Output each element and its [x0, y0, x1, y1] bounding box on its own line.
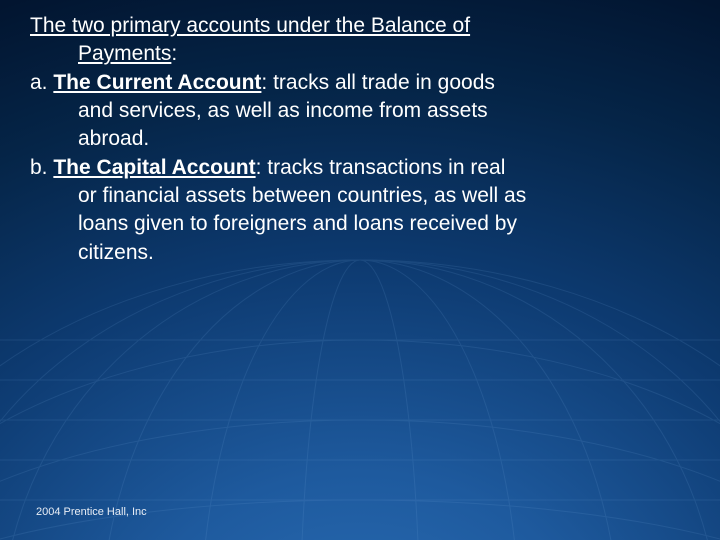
heading-line1: The two primary accounts under the Balan… — [30, 12, 690, 40]
item-b-cont3: citizens. — [30, 239, 690, 267]
item-b-cont1: or financial assets between countries, a… — [30, 182, 690, 210]
item-a-line1: a. The Current Account: tracks all trade… — [30, 69, 690, 97]
item-a-cont1: and services, as well as income from ass… — [30, 97, 690, 125]
slide-body: The two primary accounts under the Balan… — [0, 0, 720, 267]
item-b-line1: b. The Capital Account: tracks transacti… — [30, 154, 690, 182]
item-b-cont2: loans given to foreigners and loans rece… — [30, 210, 690, 238]
footer-copyright: 2004 Prentice Hall, Inc — [36, 506, 147, 518]
item-a-cont2: abroad. — [30, 125, 690, 153]
heading-line2: Payments: — [30, 40, 690, 68]
